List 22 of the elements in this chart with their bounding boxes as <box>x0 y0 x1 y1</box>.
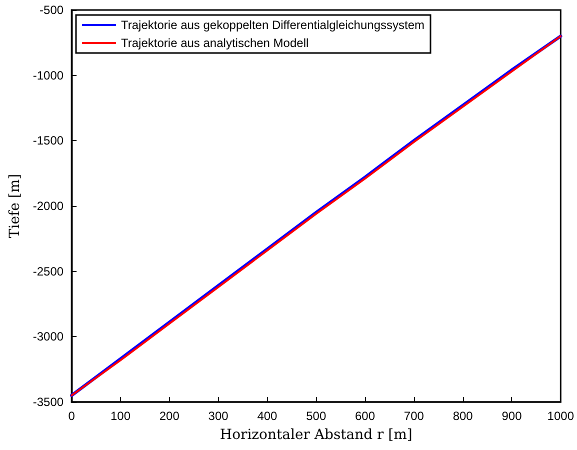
y-tick-label: -1000 <box>32 68 64 82</box>
x-tick-label: 700 <box>404 409 424 423</box>
x-tick-label: 500 <box>306 409 326 423</box>
y-tick-label: -3500 <box>32 395 64 409</box>
x-tick-label: 100 <box>110 409 131 423</box>
x-tick-label: 1000 <box>547 409 574 423</box>
y-tick-label: -500 <box>40 3 64 17</box>
x-tick-label: 400 <box>257 409 278 423</box>
y-tick-label: -1500 <box>32 134 64 148</box>
x-tick-label: 600 <box>355 409 376 423</box>
legend-label: Trajektorie aus analytischen Modell <box>121 36 309 50</box>
legend-label: Trajektorie aus gekoppelten Differentialgleichungssystem <box>121 18 424 32</box>
x-tick-label: 0 <box>68 409 76 423</box>
y-tick-label: -2000 <box>32 199 64 213</box>
x-tick-label: 900 <box>502 409 522 423</box>
y-axis-title: Tiefe [m] <box>7 174 23 238</box>
x-tick-label: 300 <box>208 409 229 423</box>
y-tick-label: -2500 <box>32 264 64 278</box>
x-tick-label: 800 <box>452 409 474 423</box>
x-tick-label: 200 <box>159 409 180 423</box>
x-axis-title: Horizontaler Abstand r [m] <box>220 427 412 443</box>
y-tick-label: -3000 <box>32 330 64 344</box>
